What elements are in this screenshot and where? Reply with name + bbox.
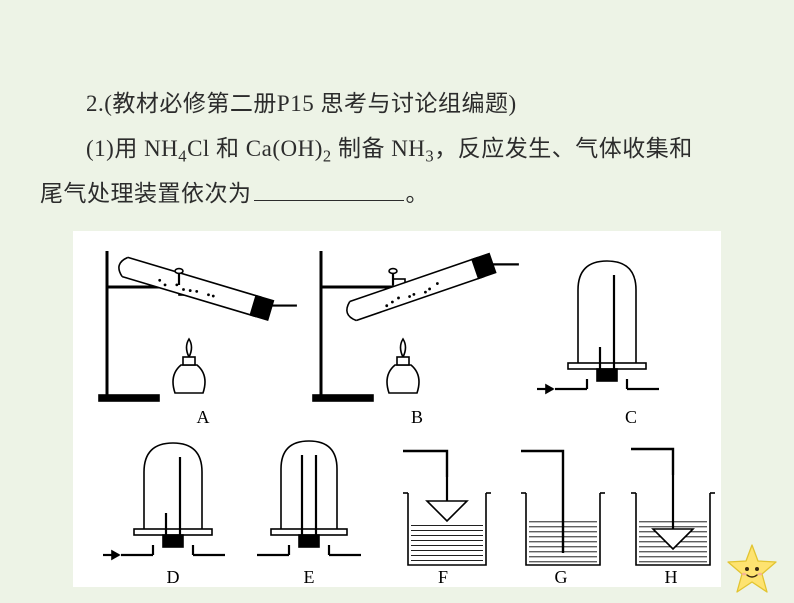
question-line-2: (1)用 NH4Cl 和 Ca(OH)2 制备 NH3，反应发生、气体收集和	[40, 127, 754, 172]
q2-mid1: Cl 和 Ca(OH)	[187, 136, 323, 161]
question-number-line: 2.(教材必修第二册P15 思考与讨论组编题)	[40, 82, 754, 127]
q3-prefix: 尾气处理装置依次为	[40, 181, 252, 206]
device-B: B	[313, 251, 519, 427]
device-F: F	[403, 451, 491, 587]
svg-text:B: B	[411, 407, 423, 427]
svg-text:D: D	[167, 567, 180, 587]
q-line1: 2.(教材必修第二册P15 思考与讨论组编题)	[86, 91, 517, 116]
svg-text:E: E	[304, 567, 315, 587]
device-G: G	[521, 451, 605, 587]
svg-text:H: H	[665, 567, 678, 587]
answer-blank	[254, 178, 404, 201]
q2-after: ，反应发生、气体收集和	[434, 136, 693, 161]
q2-prefix: (1)用 NH	[86, 136, 178, 161]
svg-text:A: A	[197, 407, 210, 427]
svg-text:F: F	[438, 567, 448, 587]
svg-text:G: G	[555, 567, 568, 587]
q3-after: 。	[406, 181, 430, 206]
sub-4: 4	[178, 146, 187, 165]
sub-2: 2	[323, 146, 332, 165]
question-line-3: 尾气处理装置依次为 。	[40, 172, 754, 217]
device-C: C	[537, 261, 659, 427]
device-E: E	[257, 441, 361, 587]
star-decoration-icon	[724, 541, 780, 597]
device-H: H	[631, 449, 715, 587]
svg-text:C: C	[625, 407, 637, 427]
apparatus-figure: A B C D E F G H	[73, 231, 721, 587]
device-A: A	[99, 251, 297, 427]
sub-3: 3	[425, 146, 434, 165]
q2-mid2: 制备 NH	[332, 136, 426, 161]
device-D: D	[103, 443, 225, 587]
